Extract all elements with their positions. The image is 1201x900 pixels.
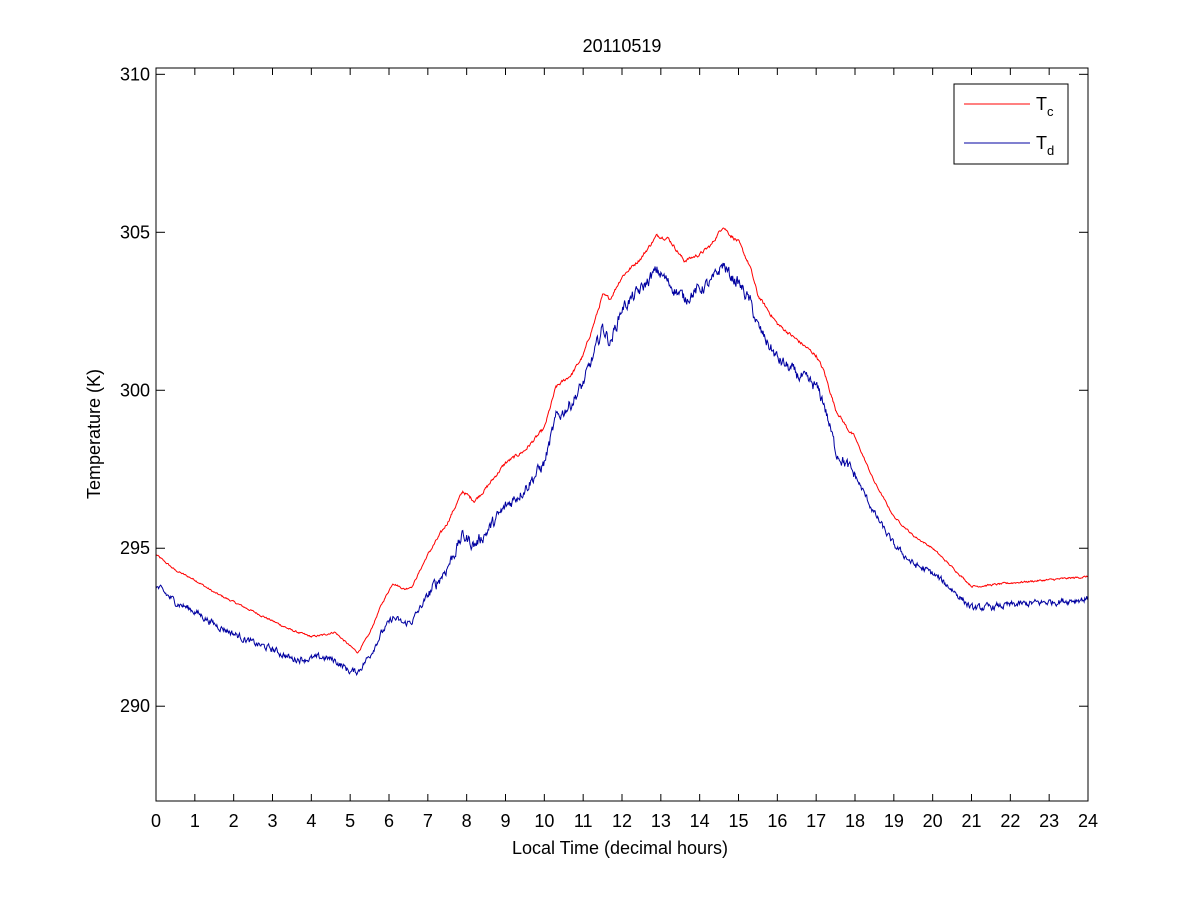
x-tick-label: 22 (1000, 811, 1020, 831)
y-tick-label: 290 (120, 696, 150, 716)
legend-label-td: Td (1036, 133, 1054, 158)
x-axis-label: Local Time (decimal hours) (512, 838, 728, 858)
x-tick-label: 9 (500, 811, 510, 831)
x-tick-label: 21 (961, 811, 981, 831)
x-tick-label: 10 (534, 811, 554, 831)
x-tick-label: 20 (923, 811, 943, 831)
x-tick-label: 17 (806, 811, 826, 831)
y-axis-label: Temperature (K) (84, 369, 104, 499)
y-tick-label: 300 (120, 380, 150, 400)
x-tick-label: 1 (190, 811, 200, 831)
x-tick-label: 19 (884, 811, 904, 831)
y-tick-label: 305 (120, 222, 150, 242)
axis-tick-labels: 0 1 2 3 4 5 6 7 8 9 10 11 12 13 14 15 16 17 18 19 20 21 22 23 24… (120, 64, 1098, 831)
x-tick-label: 24 (1078, 811, 1098, 831)
x-tick-label: 2 (229, 811, 239, 831)
x-tick-label: 8 (462, 811, 472, 831)
x-tick-label: 12 (612, 811, 632, 831)
series-line-Tc (155, 227, 1089, 654)
x-tick-label: 18 (845, 811, 865, 831)
legend-label-tc: Tc (1036, 94, 1054, 119)
legend-box (953, 83, 1069, 165)
axis-ticks (155, 68, 1089, 801)
x-tick-label: 11 (574, 811, 593, 831)
plot-lines (155, 227, 1089, 677)
x-tick-label: 0 (151, 811, 161, 831)
x-tick-label: 13 (651, 811, 671, 831)
x-tick-label: 6 (384, 811, 394, 831)
chart-title: 20110519 (583, 36, 662, 56)
legend: Tc Td (953, 83, 1069, 165)
x-tick-label: 5 (345, 811, 355, 831)
x-tick-label: 16 (767, 811, 787, 831)
x-tick-label: 15 (728, 811, 748, 831)
x-tick-label: 3 (267, 811, 277, 831)
y-tick-label: 295 (120, 538, 150, 558)
x-tick-label: 4 (306, 811, 316, 831)
x-tick-label: 14 (690, 811, 710, 831)
series-line-Td (155, 262, 1089, 677)
x-tick-label: 23 (1039, 811, 1059, 831)
x-tick-label: 7 (423, 811, 433, 831)
y-tick-label: 310 (120, 64, 150, 84)
